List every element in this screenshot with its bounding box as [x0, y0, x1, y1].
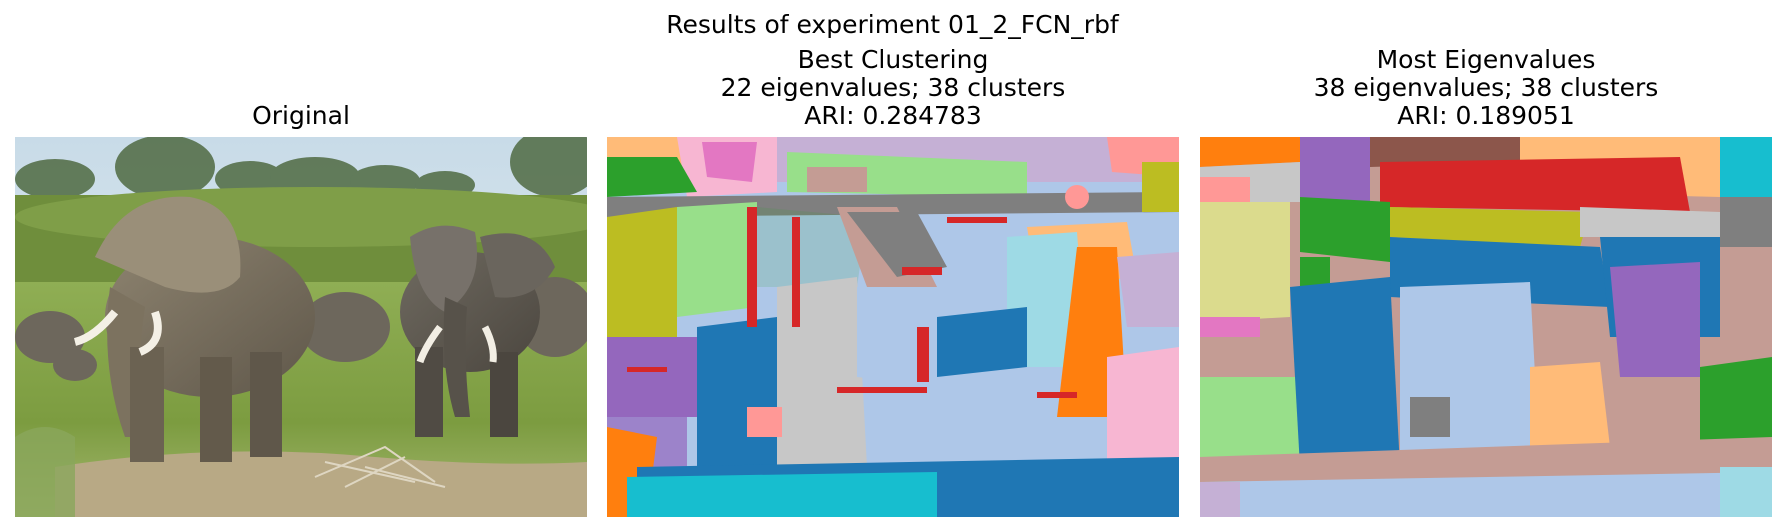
best-clustering-title-line: Best Clustering: [797, 45, 989, 74]
cluster-region: [807, 167, 867, 192]
most-eigenvalues-ari-line: ARI: 0.189051: [1397, 101, 1575, 130]
cluster-region: [1300, 197, 1390, 262]
cluster-region: [1065, 185, 1089, 209]
cluster-region: [1700, 357, 1772, 447]
cluster-region: [777, 277, 867, 467]
cluster-region: [1290, 277, 1400, 467]
cluster-region: [1530, 362, 1610, 457]
cluster-region: [1300, 137, 1370, 207]
original-title-line: Original: [252, 101, 350, 130]
cluster-region: [1142, 162, 1179, 212]
most-eigenvalues-title-line: Most Eigenvalues: [1376, 45, 1596, 74]
cluster-region: [1720, 197, 1772, 247]
best-clustering-subtitle-line: 22 eigenvalues; 38 clusters: [720, 73, 1066, 102]
cluster-noise: [627, 207, 1077, 398]
best-clustering-map: [607, 137, 1179, 517]
most-eigenvalues-panel-title: Most Eigenvalues 38 eigenvalues; 38 clus…: [1200, 46, 1772, 130]
best-clustering-image: [607, 137, 1179, 517]
cluster-region: [697, 317, 797, 482]
cluster-region: [1200, 472, 1772, 517]
cluster-region: [1400, 282, 1540, 467]
cluster-region: [1380, 157, 1690, 212]
right-elephant: [400, 225, 555, 437]
cluster-region: [1200, 202, 1290, 322]
cluster-region: [1200, 177, 1250, 202]
figure-suptitle: Results of experiment 01_2_FCN_rbf: [666, 10, 1119, 39]
cluster-region: [1370, 137, 1520, 167]
dry-branches: [314, 445, 446, 488]
cluster-region: [1117, 252, 1179, 327]
most-eigenvalues-image: [1200, 137, 1772, 517]
cluster-region: [702, 142, 757, 182]
foreground-grass: [15, 427, 75, 517]
cluster-region: [937, 307, 1027, 377]
cluster-region: [1390, 207, 1590, 247]
cluster-region: [1107, 347, 1179, 467]
cluster-region: [607, 207, 677, 347]
best-clustering-panel-title: Best Clustering 22 eigenvalues; 38 clust…: [607, 46, 1179, 130]
cluster-region: [1200, 482, 1240, 517]
dirt-ground: [55, 451, 587, 517]
cluster-region: [1610, 262, 1700, 377]
cluster-region: [1720, 467, 1772, 517]
best-clustering-ari-line: ARI: 0.284783: [804, 101, 982, 130]
cluster-region: [927, 367, 1047, 467]
original-panel-title: Original: [15, 102, 587, 130]
cluster-region: [847, 212, 947, 277]
cluster-region: [1720, 137, 1772, 197]
left-elephant: [73, 196, 315, 462]
cluster-region: [607, 157, 697, 197]
cluster-region: [747, 407, 782, 437]
cluster-region: [607, 337, 697, 417]
most-eigenvalues-map: [1200, 137, 1772, 517]
most-eigenvalues-subtitle-line: 38 eigenvalues; 38 clusters: [1313, 73, 1659, 102]
cluster-region: [857, 287, 947, 387]
cluster-region: [627, 472, 937, 517]
cluster-region: [677, 202, 757, 317]
cluster-region: [1200, 137, 1300, 167]
cluster-region: [1200, 317, 1260, 337]
cluster-region: [1410, 397, 1450, 437]
cluster-region: [757, 207, 867, 287]
original-image: [15, 137, 587, 517]
cluster-region: [1580, 207, 1720, 237]
original-photo: [15, 137, 587, 517]
